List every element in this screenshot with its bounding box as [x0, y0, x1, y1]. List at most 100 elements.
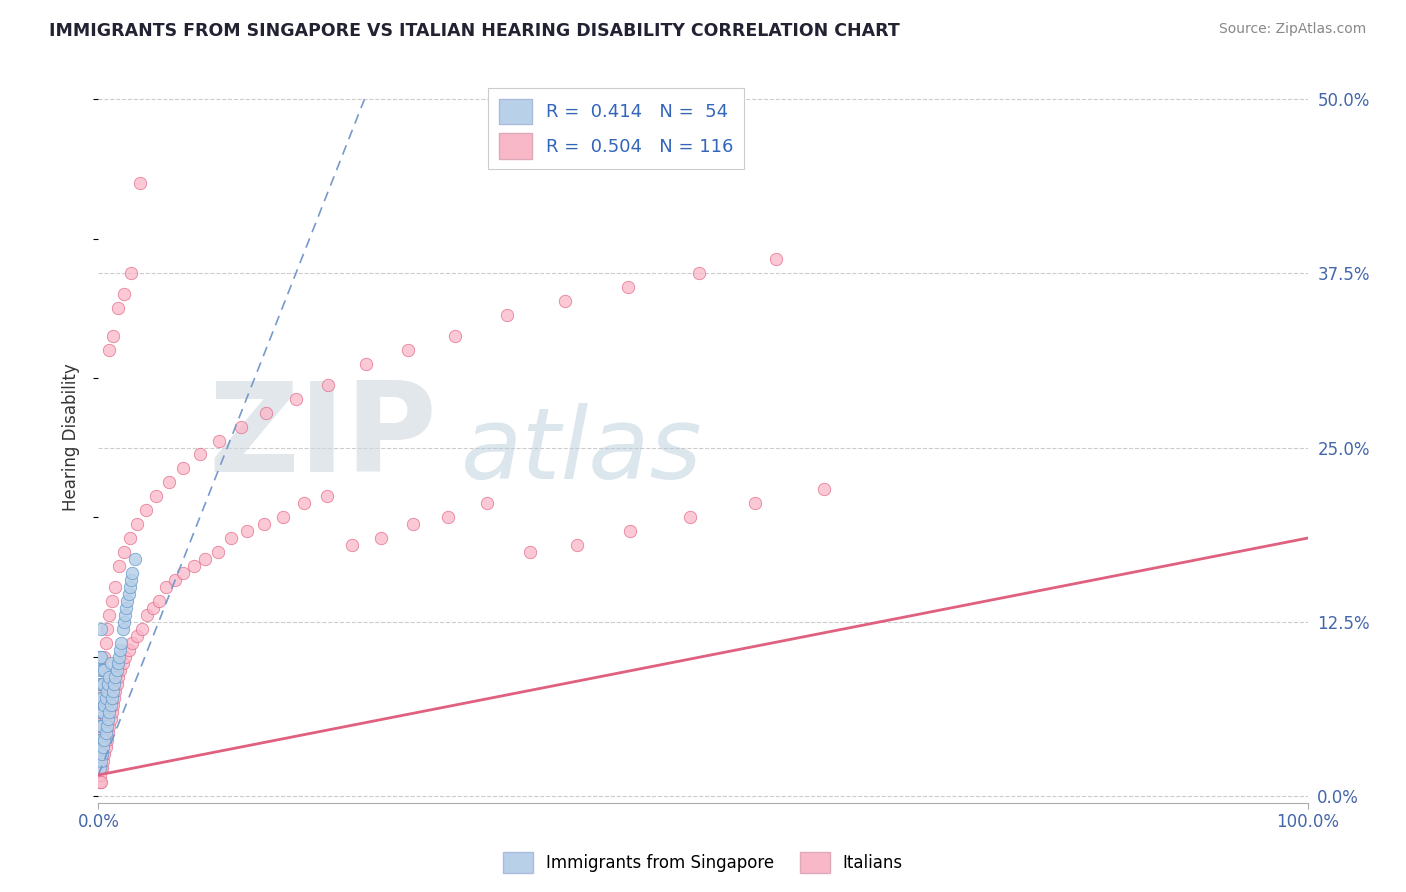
- Point: [89, 691, 111, 706]
- Point: [155, 580, 177, 594]
- Point: [115, 600, 138, 615]
- Point: [89, 677, 111, 691]
- Point: [100, 705, 122, 719]
- Point: [90, 684, 112, 698]
- Point: [89, 761, 111, 775]
- Y-axis label: Hearing Disability: Hearing Disability: [62, 363, 80, 511]
- Point: [104, 580, 127, 594]
- Point: [96, 719, 118, 733]
- Point: [89, 726, 111, 740]
- Point: [108, 664, 131, 678]
- Point: [90, 747, 112, 761]
- Legend: Immigrants from Singapore, Italians: Immigrants from Singapore, Italians: [496, 846, 910, 880]
- Point: [98, 607, 121, 622]
- Point: [117, 594, 139, 608]
- Point: [617, 280, 640, 294]
- Point: [619, 524, 641, 538]
- Point: [89, 664, 111, 678]
- Point: [91, 664, 114, 678]
- Point: [91, 754, 114, 768]
- Point: [145, 489, 167, 503]
- Point: [342, 538, 364, 552]
- Point: [100, 698, 122, 713]
- Point: [94, 712, 117, 726]
- Point: [94, 726, 117, 740]
- Point: [89, 747, 111, 761]
- Text: Source: ZipAtlas.com: Source: ZipAtlas.com: [1219, 22, 1367, 37]
- Point: [554, 294, 576, 309]
- Point: [100, 594, 122, 608]
- Point: [188, 448, 211, 462]
- Point: [121, 566, 143, 580]
- Point: [118, 642, 141, 657]
- Point: [131, 622, 153, 636]
- Point: [135, 607, 157, 622]
- Point: [96, 684, 118, 698]
- Point: [90, 705, 112, 719]
- Point: [94, 740, 117, 755]
- Point: [208, 434, 231, 448]
- Point: [207, 545, 229, 559]
- Point: [128, 176, 150, 190]
- Point: [91, 664, 114, 678]
- Point: [97, 677, 120, 691]
- Point: [91, 733, 114, 747]
- Point: [120, 266, 142, 280]
- Text: ZIP: ZIP: [208, 376, 437, 498]
- Point: [89, 712, 111, 726]
- Point: [100, 691, 122, 706]
- Point: [91, 747, 114, 761]
- Point: [172, 461, 194, 475]
- Point: [93, 747, 115, 761]
- Point: [94, 635, 117, 649]
- Point: [90, 754, 112, 768]
- Point: [98, 670, 121, 684]
- Point: [111, 657, 134, 671]
- Point: [98, 343, 121, 357]
- Point: [107, 657, 129, 671]
- Point: [135, 503, 157, 517]
- Point: [94, 691, 117, 706]
- Point: [127, 517, 149, 532]
- Point: [90, 705, 112, 719]
- Point: [96, 622, 118, 636]
- Point: [292, 496, 315, 510]
- Point: [100, 657, 122, 671]
- Point: [89, 754, 111, 768]
- Point: [104, 684, 127, 698]
- Point: [98, 719, 121, 733]
- Point: [93, 719, 115, 733]
- Point: [89, 649, 111, 664]
- Point: [101, 684, 124, 698]
- Point: [91, 761, 114, 775]
- Point: [107, 670, 129, 684]
- Point: [396, 343, 419, 357]
- Point: [90, 733, 112, 747]
- Point: [284, 392, 307, 406]
- Point: [142, 600, 165, 615]
- Point: [108, 558, 131, 573]
- Point: [91, 747, 114, 761]
- Point: [444, 329, 467, 343]
- Point: [370, 531, 392, 545]
- Point: [679, 510, 702, 524]
- Point: [93, 664, 115, 678]
- Point: [496, 308, 519, 322]
- Point: [105, 677, 128, 691]
- Point: [765, 252, 787, 267]
- Legend: R =  0.414   N =  54, R =  0.504   N = 116: R = 0.414 N = 54, R = 0.504 N = 116: [488, 87, 744, 169]
- Point: [103, 691, 125, 706]
- Point: [90, 761, 112, 775]
- Point: [118, 580, 141, 594]
- Point: [194, 552, 217, 566]
- Point: [127, 629, 149, 643]
- Point: [89, 747, 111, 761]
- Point: [90, 649, 112, 664]
- Point: [114, 607, 136, 622]
- Point: [103, 677, 125, 691]
- Point: [253, 517, 276, 532]
- Point: [91, 719, 114, 733]
- Point: [93, 733, 115, 747]
- Point: [354, 357, 377, 371]
- Point: [121, 635, 143, 649]
